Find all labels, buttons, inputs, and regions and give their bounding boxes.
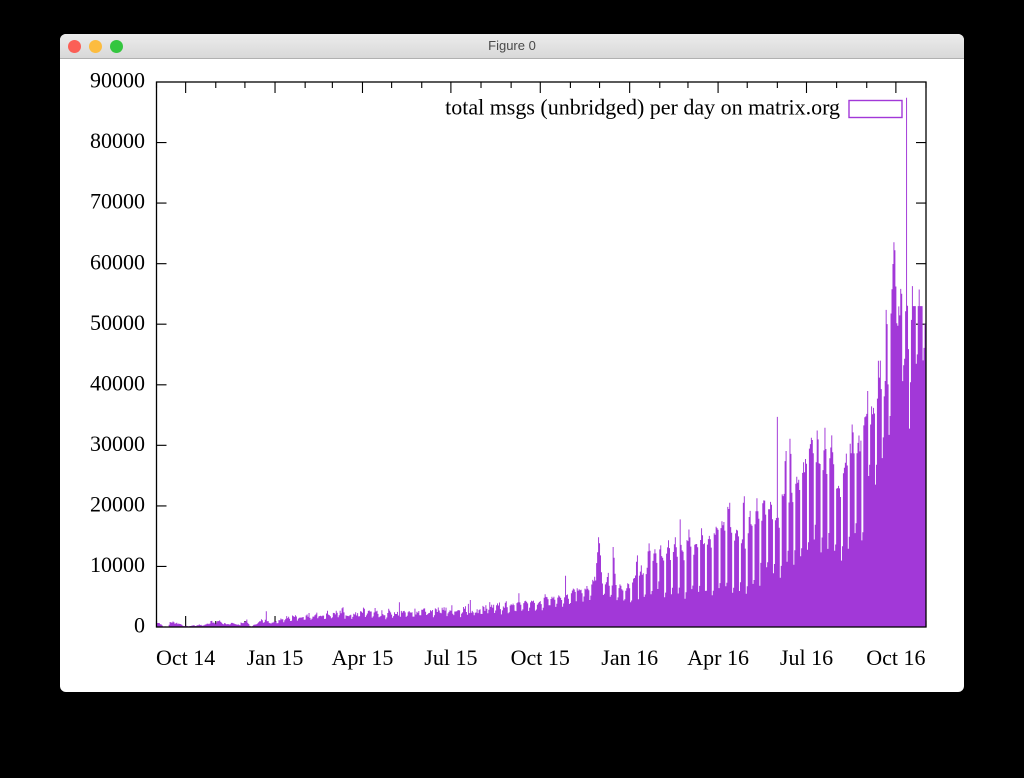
svg-text:Oct 16: Oct 16: [866, 645, 925, 670]
svg-text:70000: 70000: [90, 189, 145, 214]
svg-text:Jan 16: Jan 16: [601, 645, 658, 670]
svg-text:Jul 15: Jul 15: [424, 645, 477, 670]
svg-text:30000: 30000: [90, 431, 145, 456]
svg-text:Jan 15: Jan 15: [247, 645, 304, 670]
svg-text:Oct 14: Oct 14: [156, 645, 215, 670]
svg-text:50000: 50000: [90, 310, 145, 335]
svg-text:90000: 90000: [90, 68, 145, 93]
svg-text:Apr 16: Apr 16: [687, 645, 749, 670]
svg-text:40000: 40000: [90, 370, 145, 395]
svg-text:60000: 60000: [90, 249, 145, 274]
svg-text:total msgs (unbridged) per day: total msgs (unbridged) per day on matrix…: [445, 95, 840, 120]
svg-text:Apr 15: Apr 15: [332, 645, 394, 670]
svg-text:Oct 15: Oct 15: [511, 645, 570, 670]
svg-text:Jul 16: Jul 16: [780, 645, 833, 670]
svg-text:20000: 20000: [90, 492, 145, 517]
svg-text:0: 0: [134, 613, 145, 638]
svg-text:10000: 10000: [90, 552, 145, 577]
svg-text:80000: 80000: [90, 128, 145, 153]
